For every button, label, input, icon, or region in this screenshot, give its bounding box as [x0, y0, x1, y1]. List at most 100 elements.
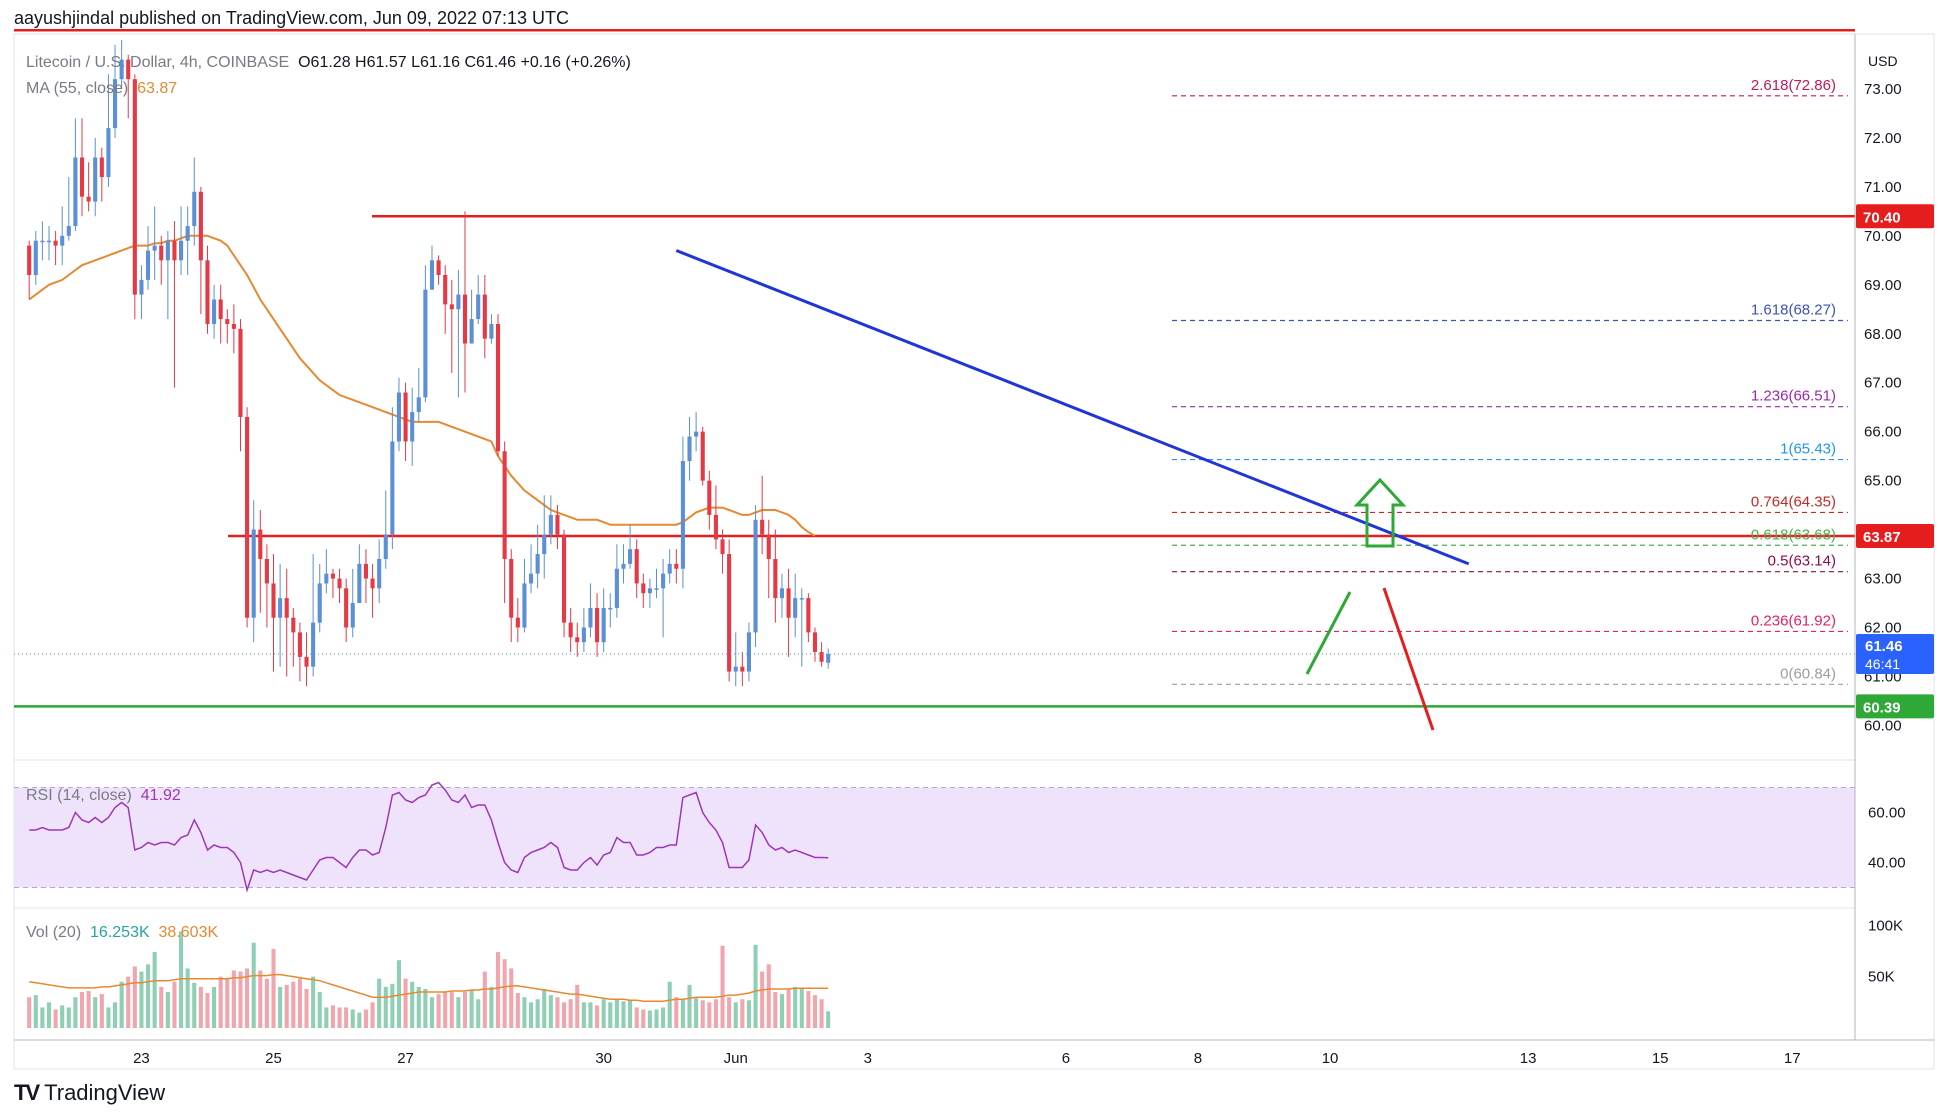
candle-body: [694, 431, 699, 437]
candle-body: [707, 480, 712, 515]
volume-bar: [443, 992, 448, 1028]
candle-body: [324, 573, 329, 584]
time-axis[interactable]: 23 25 27 30 Jun 3 6 8 10 13 15 17: [14, 1039, 1934, 1067]
candle-body: [423, 289, 428, 398]
last-price-countdown: 46:41: [1865, 656, 1900, 672]
level-price-badge: [1856, 694, 1934, 719]
candle-body: [449, 304, 454, 310]
price-tick-label: 60.00: [1864, 717, 1902, 734]
candle-body: [311, 622, 316, 667]
rsi-band: [14, 787, 1855, 888]
price-tick-label: 69.00: [1864, 277, 1902, 294]
rsi-label: RSI (14, close): [26, 787, 132, 804]
volume-bar: [588, 1002, 593, 1028]
candle-body: [621, 563, 626, 569]
volume-bar: [687, 984, 692, 1028]
candle-body: [568, 622, 573, 638]
volume-bar: [330, 1005, 335, 1028]
price-axis[interactable]: USD60.0061.0062.0063.0064.0065.0066.0067…: [1854, 34, 1934, 1040]
volume-bar: [297, 978, 302, 1028]
brand-name: TradingView: [44, 1080, 166, 1105]
rsi-pane[interactable]: [14, 781, 1855, 909]
rsi-value: 41.92: [140, 787, 181, 804]
candle-body: [535, 554, 540, 574]
fib-level-label: 0.236(61.92): [1751, 612, 1836, 629]
candle-body: [555, 514, 560, 535]
volume-bar: [614, 999, 619, 1028]
candle-body: [33, 240, 38, 275]
rsi-tick-label: 40.00: [1868, 855, 1906, 872]
vol-value-1: 16.253K: [90, 924, 150, 941]
volume-bar: [654, 1009, 659, 1028]
candle-body: [238, 328, 243, 417]
candle-body: [258, 529, 263, 559]
volume-bar: [258, 970, 263, 1028]
candle-body: [212, 299, 217, 324]
volume-bar: [231, 970, 236, 1028]
price-tick-label: 71.00: [1864, 179, 1902, 196]
volume-bar: [568, 999, 573, 1028]
candle-body: [760, 519, 765, 535]
volume-bar: [819, 999, 824, 1028]
volume-bar: [476, 999, 481, 1028]
volume-bar: [713, 999, 718, 1028]
last-price-badge: [1856, 633, 1934, 674]
tradingview-logo[interactable]: TV TradingView: [14, 1080, 165, 1106]
volume-bar: [317, 992, 322, 1028]
candle-body: [575, 637, 580, 643]
time-tick-label: 30: [595, 1050, 612, 1067]
candle-body: [779, 588, 785, 599]
candle-body: [502, 451, 507, 559]
candle-body: [185, 226, 190, 241]
volume-bar: [515, 993, 520, 1028]
volume-bar: [469, 989, 474, 1028]
candle-body: [628, 549, 633, 564]
volume-bar: [185, 968, 190, 1028]
volume-bar: [179, 931, 184, 1028]
volume-bar: [410, 981, 415, 1028]
volume-bar: [449, 992, 454, 1028]
candle-body: [304, 656, 309, 667]
candle-body: [139, 279, 144, 295]
candle-body: [753, 519, 758, 633]
candle-body: [106, 128, 111, 178]
price-pane[interactable]: 2.618(72.86) 1.618(68.27) 1.236(66.51) 1(65…: [14, 28, 1855, 761]
price-tick-label: 73.00: [1864, 81, 1902, 98]
candle-body: [86, 196, 91, 202]
ma-label: MA (55, close): [26, 80, 129, 97]
candle-body: [713, 514, 718, 540]
candle-body: [363, 563, 369, 579]
volume-bar: [680, 999, 685, 1028]
volume-bar: [667, 981, 672, 1028]
volume-bar: [674, 997, 679, 1028]
candle-body: [225, 319, 230, 324]
volume-pane[interactable]: [27, 931, 831, 1028]
candle-body: [119, 59, 124, 80]
symbol-legend: Litecoin / U.S. Dollar, 4h, COINBASE O61…: [26, 54, 631, 72]
volume-bar: [429, 997, 435, 1028]
publish-header: aayushjindal published on TradingView.co…: [14, 8, 570, 28]
candle-body: [330, 573, 335, 579]
candle-body: [654, 588, 659, 590]
candle-body: [528, 573, 534, 584]
candle-body: [548, 514, 553, 535]
volume-bar: [641, 1009, 646, 1028]
candle-body: [786, 588, 791, 618]
bullish-path-line: [1305, 591, 1352, 675]
volume-bar: [608, 1002, 613, 1028]
volume-tick-label: 100K: [1868, 917, 1903, 934]
candle-body: [370, 578, 375, 589]
level-price-label: 60.39: [1863, 699, 1901, 716]
volume-bar: [766, 964, 771, 1028]
last-price-label: 61.46: [1865, 638, 1903, 655]
rsi-tick-label: 60.00: [1868, 805, 1906, 822]
candle-body: [99, 157, 104, 178]
volume-bar: [555, 997, 560, 1028]
volume-bar: [350, 1009, 355, 1028]
volume-bar: [53, 1009, 58, 1028]
candle-body: [588, 607, 593, 628]
fib-level-label: 0.5(63.14): [1768, 553, 1836, 570]
candle-body: [46, 240, 52, 243]
candle-body: [60, 235, 65, 246]
